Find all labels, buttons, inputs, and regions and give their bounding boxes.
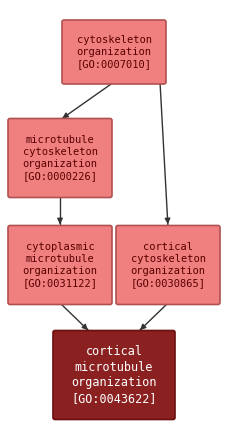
Text: cytoplasmic
microtubule
organization
[GO:0031122]: cytoplasmic microtubule organization [GO… [22,242,98,288]
FancyBboxPatch shape [53,330,175,419]
FancyBboxPatch shape [62,20,166,84]
Text: cortical
cytoskeleton
organization
[GO:0030865]: cortical cytoskeleton organization [GO:0… [131,242,205,288]
FancyBboxPatch shape [8,226,112,304]
Text: cytoskeleton
organization
[GO:0007010]: cytoskeleton organization [GO:0007010] [76,35,152,69]
FancyBboxPatch shape [8,118,112,198]
FancyBboxPatch shape [116,226,220,304]
Text: cortical
microtubule
organization
[GO:0043622]: cortical microtubule organization [GO:00… [71,345,157,405]
Text: microtubule
cytoskeleton
organization
[GO:0000226]: microtubule cytoskeleton organization [G… [22,135,98,181]
